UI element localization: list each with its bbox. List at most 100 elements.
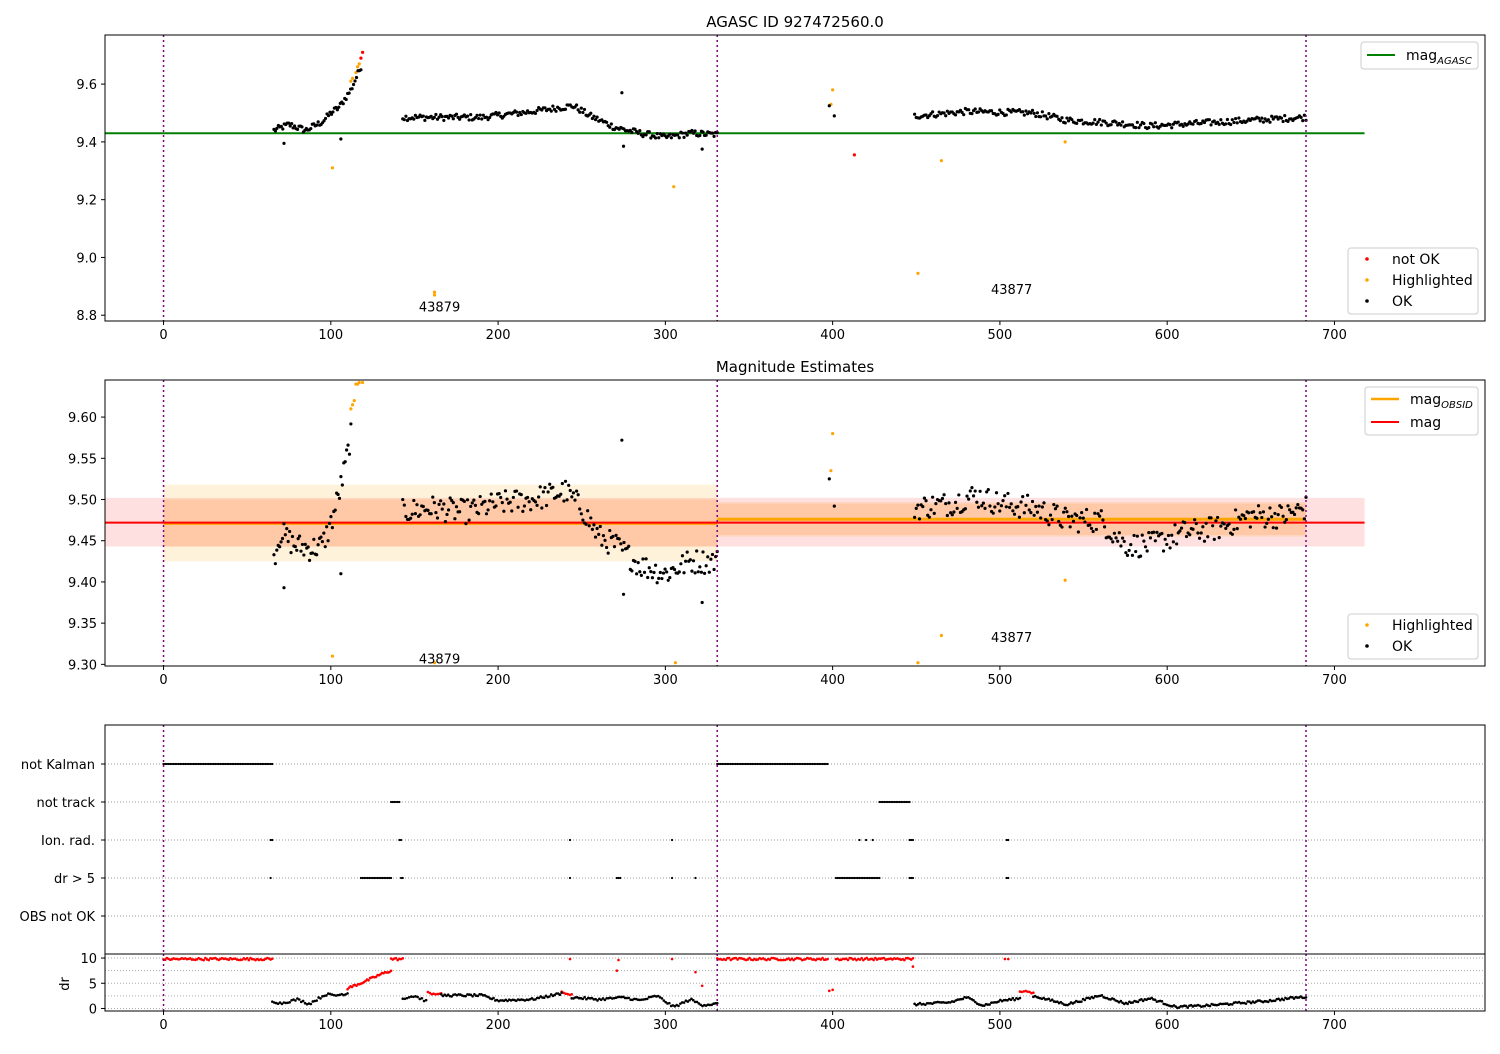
ok-point [657, 136, 661, 140]
ok-point [690, 128, 694, 133]
ok-point [700, 147, 704, 151]
flag-point [724, 762, 727, 766]
ok-point [1109, 123, 1113, 127]
highlighted-point [355, 65, 360, 69]
dr-point [1050, 998, 1054, 1001]
ok-point [282, 586, 286, 590]
ok-point [827, 104, 831, 108]
ok-point [1045, 117, 1049, 121]
flag-point [177, 762, 180, 766]
highlighted-point [1063, 578, 1067, 582]
ok-point [1119, 123, 1123, 127]
dr-point [420, 996, 424, 1000]
ok-point [1055, 504, 1059, 508]
flag-point [834, 876, 838, 880]
ok-point [491, 500, 495, 504]
flag-point [871, 876, 874, 880]
ok-point [1225, 117, 1230, 122]
ok-point [1276, 512, 1280, 517]
ok-point [1042, 501, 1046, 505]
ok-point [617, 537, 621, 541]
flag-point [226, 762, 229, 766]
dr-point [549, 993, 553, 996]
ok-point [488, 115, 492, 120]
ok-point [947, 501, 951, 505]
ok-point [451, 117, 455, 121]
ok-point [620, 438, 624, 442]
panel2-line-legend: magOBSID mag [1364, 386, 1479, 436]
ok-point [1150, 122, 1154, 126]
flag-point [799, 762, 802, 766]
ok-point [1044, 114, 1048, 118]
ok-point [638, 570, 642, 574]
flag-point [821, 762, 824, 766]
ok-point [1212, 537, 1216, 542]
flag-point [363, 876, 366, 880]
dr-5-point [787, 957, 790, 960]
flag-point [885, 800, 888, 804]
legend-highlighted-2: Highlighted [1392, 618, 1473, 634]
flag-point [767, 762, 771, 766]
ok-point [1050, 517, 1054, 522]
dr-5-point [564, 992, 567, 995]
ok-point [1219, 118, 1223, 122]
ok-point [1266, 118, 1270, 122]
flag-point [244, 762, 247, 766]
dr-point [961, 997, 965, 1001]
x-tick-label: 0 [159, 328, 167, 343]
ok-point [1035, 510, 1040, 514]
flag-point [719, 762, 722, 766]
ok-point [1040, 110, 1044, 114]
ok-point [590, 527, 594, 531]
ok-point [1029, 511, 1033, 515]
ok-point [429, 114, 433, 118]
flag-point [818, 762, 821, 766]
ok-point [917, 517, 922, 521]
dr-5-point [562, 991, 565, 995]
ok-point [335, 108, 339, 112]
dr-panel: 0 100 200 300 400 500 600 700 0 5 10 dr [58, 952, 1486, 1033]
ok-point [1148, 536, 1153, 540]
ok-point [297, 534, 302, 538]
ok-point [1109, 537, 1113, 541]
dr-point [972, 999, 975, 1002]
ok-point [655, 132, 659, 136]
flag-point [881, 800, 884, 804]
ok-point [668, 132, 672, 136]
highlighted-point [916, 661, 920, 665]
ok-point [1224, 526, 1228, 531]
ok-point [1017, 515, 1022, 519]
ok-point [574, 489, 579, 493]
ok-point [1143, 545, 1148, 549]
dr-5-point [367, 978, 370, 982]
ok-point [1217, 536, 1221, 540]
flag-point [374, 876, 378, 880]
ok-point [1032, 513, 1036, 517]
ok-point [927, 515, 931, 519]
flag-point [271, 762, 274, 766]
ok-point [1265, 521, 1269, 525]
dr-5-point [858, 958, 862, 961]
ok-point [475, 113, 479, 117]
ok-point [1007, 505, 1012, 509]
ok-point [505, 497, 509, 501]
ok-point [962, 113, 966, 117]
ok-point [970, 486, 974, 490]
ok-point [1099, 123, 1103, 127]
dr-point [303, 1001, 307, 1005]
flag-point [823, 762, 826, 766]
flag-point [379, 876, 383, 880]
ok-point [931, 110, 935, 114]
ok-point [273, 129, 278, 133]
ok-point [940, 496, 945, 501]
ok-point [1153, 121, 1157, 125]
ok-point [1116, 539, 1120, 543]
flag-point [796, 762, 799, 766]
dr-5-point [853, 957, 857, 961]
dr-point [686, 1000, 690, 1003]
ok-point [412, 498, 416, 503]
ok-point [680, 131, 685, 135]
dr-point [544, 994, 548, 998]
ok-point [1266, 517, 1270, 521]
ok-point [608, 125, 612, 129]
